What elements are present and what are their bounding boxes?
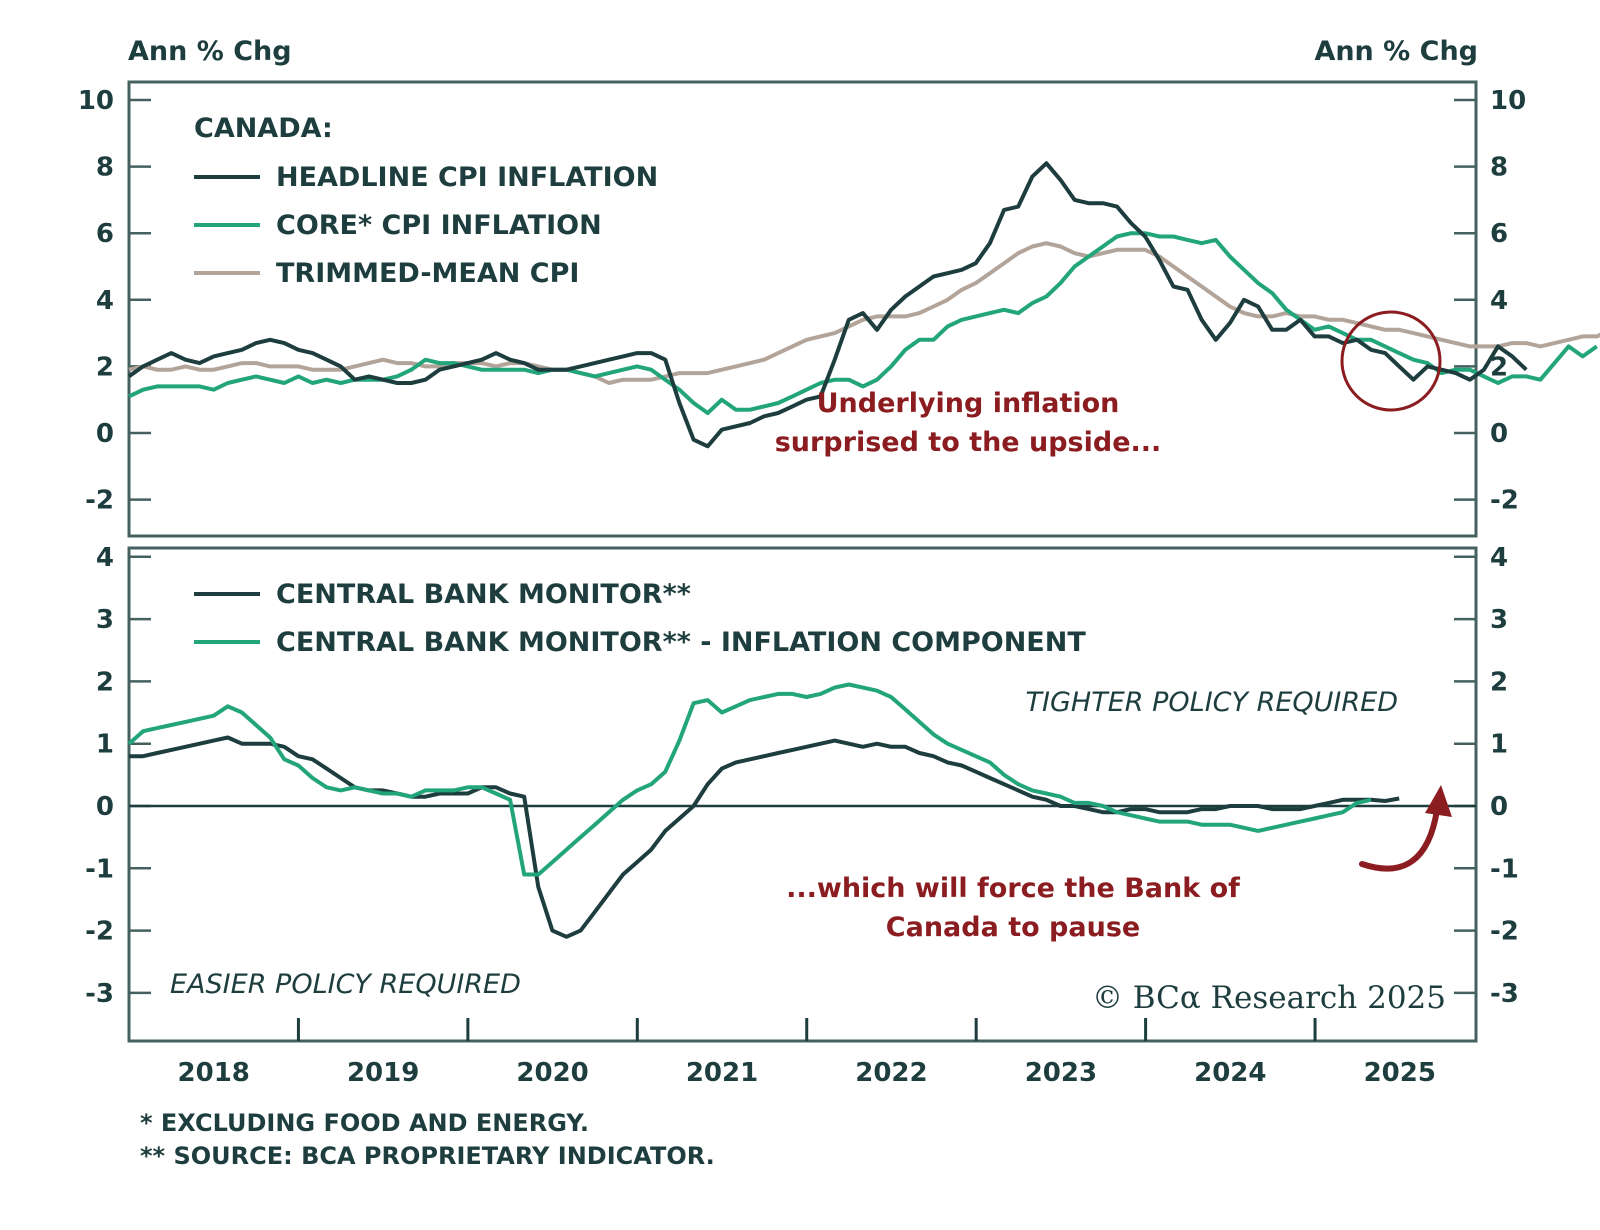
series-line-central-bank-monitor: [129, 735, 1400, 939]
x-tick-label: 2018: [178, 1058, 250, 1088]
series-line-core-cpi-inflation: [128, 231, 1598, 415]
y-tick-label-right: 10: [1490, 86, 1526, 116]
bottom-panel-frame: [127, 546, 1478, 1043]
y-tick-label-right: -2: [1490, 486, 1519, 516]
series-line-trimmed-mean-cpi: [128, 241, 1600, 385]
top-annotation-line1: Underlying inflation: [817, 388, 1120, 419]
top-panel-frame: [127, 80, 1478, 538]
y-tick-label-left: -3: [85, 979, 114, 1009]
legend-label-headline: HEADLINE CPI INFLATION: [276, 162, 658, 193]
y-tick-label-left: 8: [96, 153, 114, 183]
y-tick-label-left: 4: [96, 286, 114, 316]
y-tick-label-right: -1: [1490, 854, 1519, 884]
x-tick-label: 2022: [855, 1058, 927, 1088]
y-tick-label-right: 2: [1490, 352, 1508, 382]
up-arrow-icon: [1359, 785, 1452, 872]
y-tick-label-right: -2: [1490, 917, 1519, 947]
y-tick-label-left: 1: [96, 730, 114, 760]
copyright: © BCα Research 2025: [1092, 980, 1446, 1016]
tighter-policy-label: TIGHTER POLICY REQUIRED: [1026, 687, 1398, 718]
footnote-1: * EXCLUDING FOOD AND ENERGY.: [140, 1109, 589, 1137]
y-tick-label-right: 6: [1490, 219, 1508, 249]
y-tick-label-right: 0: [1490, 419, 1508, 449]
x-tick-label: 2020: [516, 1058, 588, 1088]
legend-label-cbm: CENTRAL BANK MONITOR**: [276, 579, 691, 610]
y-tick-label-left: 3: [96, 605, 114, 635]
y-tick-label-right: 1: [1490, 730, 1508, 760]
y-tick-label-left: 2: [96, 352, 114, 382]
y-tick-label-right: 8: [1490, 153, 1508, 183]
y-tick-label-left: 0: [96, 419, 114, 449]
y-tick-label-right: 3: [1490, 605, 1508, 635]
legend-label-trimmed: TRIMMED-MEAN CPI: [276, 258, 579, 289]
series-line-central-bank-monitor-inflation-component: [127, 682, 1372, 877]
y-tick-label-left: -2: [85, 917, 114, 947]
highlight-circle: [1340, 310, 1442, 412]
y-tick-label-right: 2: [1490, 667, 1508, 697]
y-tick-label-left: 10: [78, 86, 114, 116]
y-tick-label-right: -3: [1490, 979, 1519, 1009]
top-annotation-line2: surprised to the upside...: [775, 427, 1162, 458]
bottom-annotation-line2: Canada to pause: [886, 912, 1140, 943]
x-tick-label: 2019: [347, 1058, 419, 1088]
y-tick-label-right: 4: [1490, 543, 1508, 573]
x-tick-label: 2025: [1364, 1058, 1436, 1088]
y-tick-label-left: -1: [85, 854, 114, 884]
x-tick-label: 2023: [1025, 1058, 1097, 1088]
y-axis-label-left: Ann % Chg: [128, 36, 292, 67]
legend-label-core: CORE* CPI INFLATION: [276, 210, 602, 241]
y-tick-label-left: 0: [96, 792, 114, 822]
bottom-annotation-line1: ...which will force the Bank of: [786, 873, 1240, 904]
footnote-2: ** SOURCE: BCA PROPRIETARY INDICATOR.: [140, 1142, 715, 1170]
y-tick-label-left: 4: [96, 543, 114, 573]
y-tick-label-right: 4: [1490, 286, 1508, 316]
x-tick-label: 2024: [1194, 1058, 1266, 1088]
y-tick-label-left: -2: [85, 486, 114, 516]
y-tick-label-left: 6: [96, 219, 114, 249]
x-tick-label: 2021: [686, 1058, 758, 1088]
series-line-headline-cpi-inflation: [127, 161, 1528, 449]
legend-label-cbm-inflation: CENTRAL BANK MONITOR** - INFLATION COMPO…: [276, 627, 1086, 658]
easier-policy-label: EASIER POLICY REQUIRED: [170, 969, 521, 1000]
chart-title: CANADA:: [194, 113, 333, 144]
y-axis-label-right: Ann % Chg: [1314, 36, 1478, 67]
y-tick-label-left: 2: [96, 667, 114, 697]
y-tick-label-right: 0: [1490, 792, 1508, 822]
